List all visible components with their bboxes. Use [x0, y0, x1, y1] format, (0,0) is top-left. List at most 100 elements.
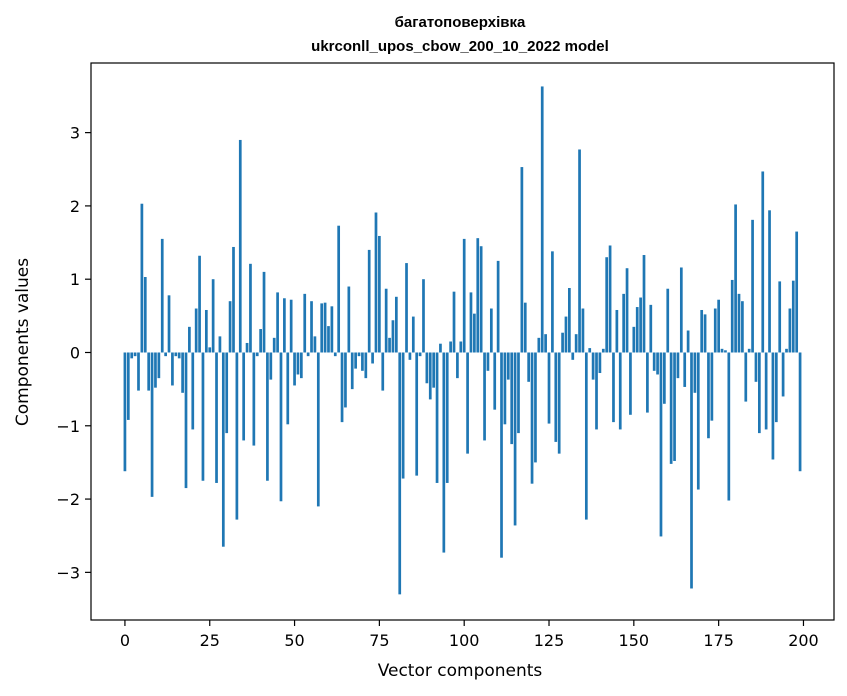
- bar-136: [584, 352, 588, 520]
- bar-159: [663, 352, 666, 404]
- bar-119: [527, 352, 531, 382]
- bar-65: [344, 352, 347, 408]
- bar-191: [771, 352, 775, 460]
- bar-61: [330, 306, 334, 353]
- bar-188: [761, 171, 765, 353]
- bar-83: [405, 263, 408, 353]
- bar-110: [496, 260, 500, 353]
- bar-170: [700, 309, 704, 353]
- y-tick-label-0: 0: [70, 343, 80, 362]
- bar-3: [133, 352, 137, 357]
- bar-172: [707, 352, 710, 439]
- bar-181: [737, 293, 741, 353]
- bar-167: [690, 352, 693, 589]
- x-tick-label-25: 25: [200, 631, 220, 650]
- bar-161: [669, 352, 673, 464]
- bar-100: [462, 238, 466, 353]
- bar-33: [235, 352, 239, 520]
- y-axis-label: Components values: [13, 258, 33, 426]
- bar-179: [730, 279, 734, 353]
- bar-189: [764, 352, 768, 430]
- bar-26: [211, 279, 215, 353]
- bar-94: [442, 352, 446, 553]
- x-tick-label-100: 100: [449, 631, 480, 650]
- bar-72: [367, 249, 371, 353]
- bar-117: [520, 167, 524, 353]
- bar-197: [791, 280, 795, 353]
- bar-1: [126, 352, 130, 420]
- bar-30: [225, 352, 229, 434]
- bar-144: [612, 352, 615, 423]
- bar-175: [717, 299, 720, 353]
- bar-120: [530, 352, 534, 484]
- bar-111: [500, 352, 503, 558]
- bar-135: [581, 308, 585, 353]
- bar-178: [727, 352, 731, 501]
- bar-81: [398, 352, 402, 595]
- bar-131: [568, 288, 571, 353]
- bar-35: [242, 352, 246, 441]
- bar-90: [428, 352, 432, 400]
- plot-area: 0 25 50 75 100 125 150 175 200 −3 −2 −1 0 1 2 3: [56, 62, 835, 650]
- bar-121: [534, 352, 537, 463]
- bar-45: [276, 292, 279, 353]
- bar-157: [656, 352, 659, 375]
- x-axis-ticks: 0 25 50 75 100 125 150 175 200: [120, 620, 819, 650]
- bar-132: [571, 352, 575, 360]
- bar-187: [758, 352, 761, 434]
- bar-195: [785, 348, 788, 353]
- bar-95: [445, 352, 449, 483]
- y-tick-label--1: −1: [56, 417, 80, 436]
- bar-13: [167, 295, 171, 353]
- x-tick-label-200: 200: [788, 631, 819, 650]
- bar-31: [228, 301, 232, 353]
- bar-104: [476, 238, 480, 353]
- bar-39: [255, 352, 259, 357]
- bar-139: [595, 352, 598, 430]
- bar-73: [371, 352, 374, 364]
- bar-75: [378, 235, 381, 353]
- bar-183: [744, 352, 748, 402]
- bar-54: [306, 352, 310, 357]
- bar-196: [788, 308, 792, 353]
- bar-162: [673, 352, 676, 461]
- y-axis-ticks: −3 −2 −1 0 1 2 3: [56, 124, 91, 582]
- bar-64: [340, 352, 344, 423]
- bar-66: [347, 286, 351, 353]
- bar-32: [232, 246, 235, 353]
- bar-124: [544, 334, 547, 353]
- bar-164: [679, 267, 683, 353]
- bar-34: [238, 139, 242, 353]
- bar-133: [574, 334, 578, 353]
- x-tick-label-125: 125: [534, 631, 565, 650]
- bar-155: [649, 304, 653, 353]
- bar-176: [720, 348, 724, 353]
- bar-37: [249, 263, 252, 353]
- bar-91: [432, 352, 436, 388]
- bar-46: [279, 352, 283, 502]
- bar-41: [262, 271, 266, 353]
- bar-84: [408, 352, 412, 360]
- bar-88: [422, 279, 425, 353]
- bar-150: [632, 326, 636, 353]
- bar-68: [354, 352, 357, 369]
- bar-130: [564, 316, 568, 353]
- bar-11: [160, 238, 164, 353]
- bar-116: [517, 352, 520, 434]
- bar-62: [333, 352, 337, 357]
- bar-22: [198, 255, 201, 353]
- bar-113: [506, 352, 510, 380]
- y-tick-label-2: 2: [70, 197, 80, 216]
- bar-60: [327, 326, 330, 353]
- bar-96: [449, 341, 452, 353]
- bar-19: [188, 326, 191, 353]
- bar-9: [154, 352, 157, 388]
- bar-58: [320, 303, 324, 353]
- bar-101: [466, 352, 469, 454]
- bar-74: [374, 212, 378, 353]
- bar-69: [357, 352, 361, 357]
- bar-28: [218, 336, 222, 353]
- bar-25: [208, 347, 212, 353]
- bar-102: [469, 292, 473, 353]
